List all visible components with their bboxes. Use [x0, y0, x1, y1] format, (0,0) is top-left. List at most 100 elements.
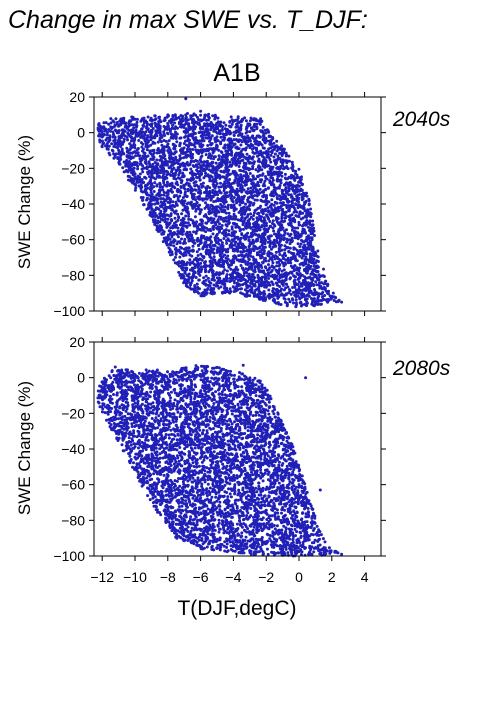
data-point — [307, 199, 311, 203]
data-point — [127, 124, 131, 127]
data-point — [292, 280, 296, 283]
data-point — [225, 273, 229, 277]
data-point — [216, 197, 220, 200]
data-point — [120, 149, 124, 153]
data-point — [249, 290, 253, 294]
data-point — [217, 230, 221, 234]
data-point — [187, 246, 191, 250]
data-point — [161, 174, 165, 178]
data-point — [211, 124, 215, 128]
data-point — [117, 135, 121, 139]
data-point — [183, 130, 187, 133]
data-point — [258, 276, 262, 280]
data-point — [182, 281, 186, 285]
data-point — [248, 167, 252, 171]
data-point — [312, 297, 316, 301]
data-point — [302, 222, 306, 225]
data-point — [164, 139, 168, 143]
data-point — [262, 236, 266, 240]
data-point — [248, 130, 252, 134]
data-point — [225, 259, 229, 263]
data-point — [210, 134, 214, 138]
data-point — [247, 204, 251, 208]
data-point — [207, 248, 211, 252]
data-point — [229, 279, 233, 283]
data-point — [209, 290, 213, 294]
data-point — [140, 158, 144, 162]
data-point — [240, 276, 244, 280]
data-point — [204, 201, 207, 205]
data-point — [286, 232, 290, 236]
data-point — [301, 240, 305, 244]
data-point — [255, 125, 259, 129]
data-point — [316, 249, 320, 253]
data-point — [176, 262, 180, 266]
data-point — [170, 163, 174, 167]
data-point — [135, 177, 139, 180]
data-point — [200, 218, 204, 222]
data-point — [105, 143, 109, 147]
data-point — [227, 148, 231, 152]
data-point — [305, 293, 309, 297]
data-point — [297, 167, 301, 171]
data-point — [231, 120, 235, 124]
data-point — [294, 298, 298, 302]
data-point — [212, 278, 216, 281]
data-point — [247, 274, 251, 278]
data-point — [172, 258, 176, 262]
data-point — [282, 288, 286, 292]
data-point — [296, 235, 300, 239]
data-point — [290, 173, 294, 177]
data-point — [239, 183, 243, 187]
data-point — [289, 258, 292, 262]
data-point — [143, 185, 147, 188]
data-point — [195, 259, 199, 263]
data-point — [162, 178, 166, 182]
data-point — [295, 197, 299, 200]
data-point — [197, 131, 201, 135]
data-point — [246, 286, 249, 290]
data-point — [178, 232, 182, 236]
data-point — [272, 287, 276, 291]
data-point — [304, 231, 308, 235]
data-point — [185, 178, 189, 182]
data-point — [268, 245, 272, 249]
data-point — [132, 117, 136, 121]
data-point — [181, 253, 185, 257]
data-point — [332, 295, 336, 299]
data-point — [263, 200, 267, 204]
data-point — [197, 267, 201, 271]
data-point — [176, 162, 180, 166]
data-point — [264, 203, 268, 207]
data-point — [217, 242, 221, 246]
data-point — [105, 147, 109, 151]
data-point — [273, 300, 277, 304]
data-point — [176, 176, 180, 180]
data-point — [208, 179, 212, 183]
data-point — [192, 239, 196, 242]
data-point — [131, 170, 135, 174]
data-point — [220, 128, 224, 132]
data-point — [130, 132, 134, 135]
data-point — [307, 286, 310, 290]
data-point — [275, 274, 279, 278]
data-point — [303, 202, 306, 206]
data-point — [211, 191, 215, 195]
data-point — [267, 130, 271, 134]
data-point — [204, 174, 208, 178]
data-point — [248, 122, 252, 126]
data-point — [236, 181, 240, 185]
data-point — [241, 223, 245, 226]
data-point — [193, 173, 197, 177]
data-point — [315, 283, 319, 287]
data-point — [98, 140, 102, 144]
data-point — [252, 128, 256, 132]
data-point — [222, 121, 226, 125]
data-point — [318, 286, 322, 290]
data-point — [234, 138, 238, 141]
data-point — [251, 118, 255, 122]
data-point — [175, 132, 179, 136]
data-point — [209, 137, 213, 141]
data-point — [174, 250, 178, 254]
data-point — [311, 272, 315, 276]
